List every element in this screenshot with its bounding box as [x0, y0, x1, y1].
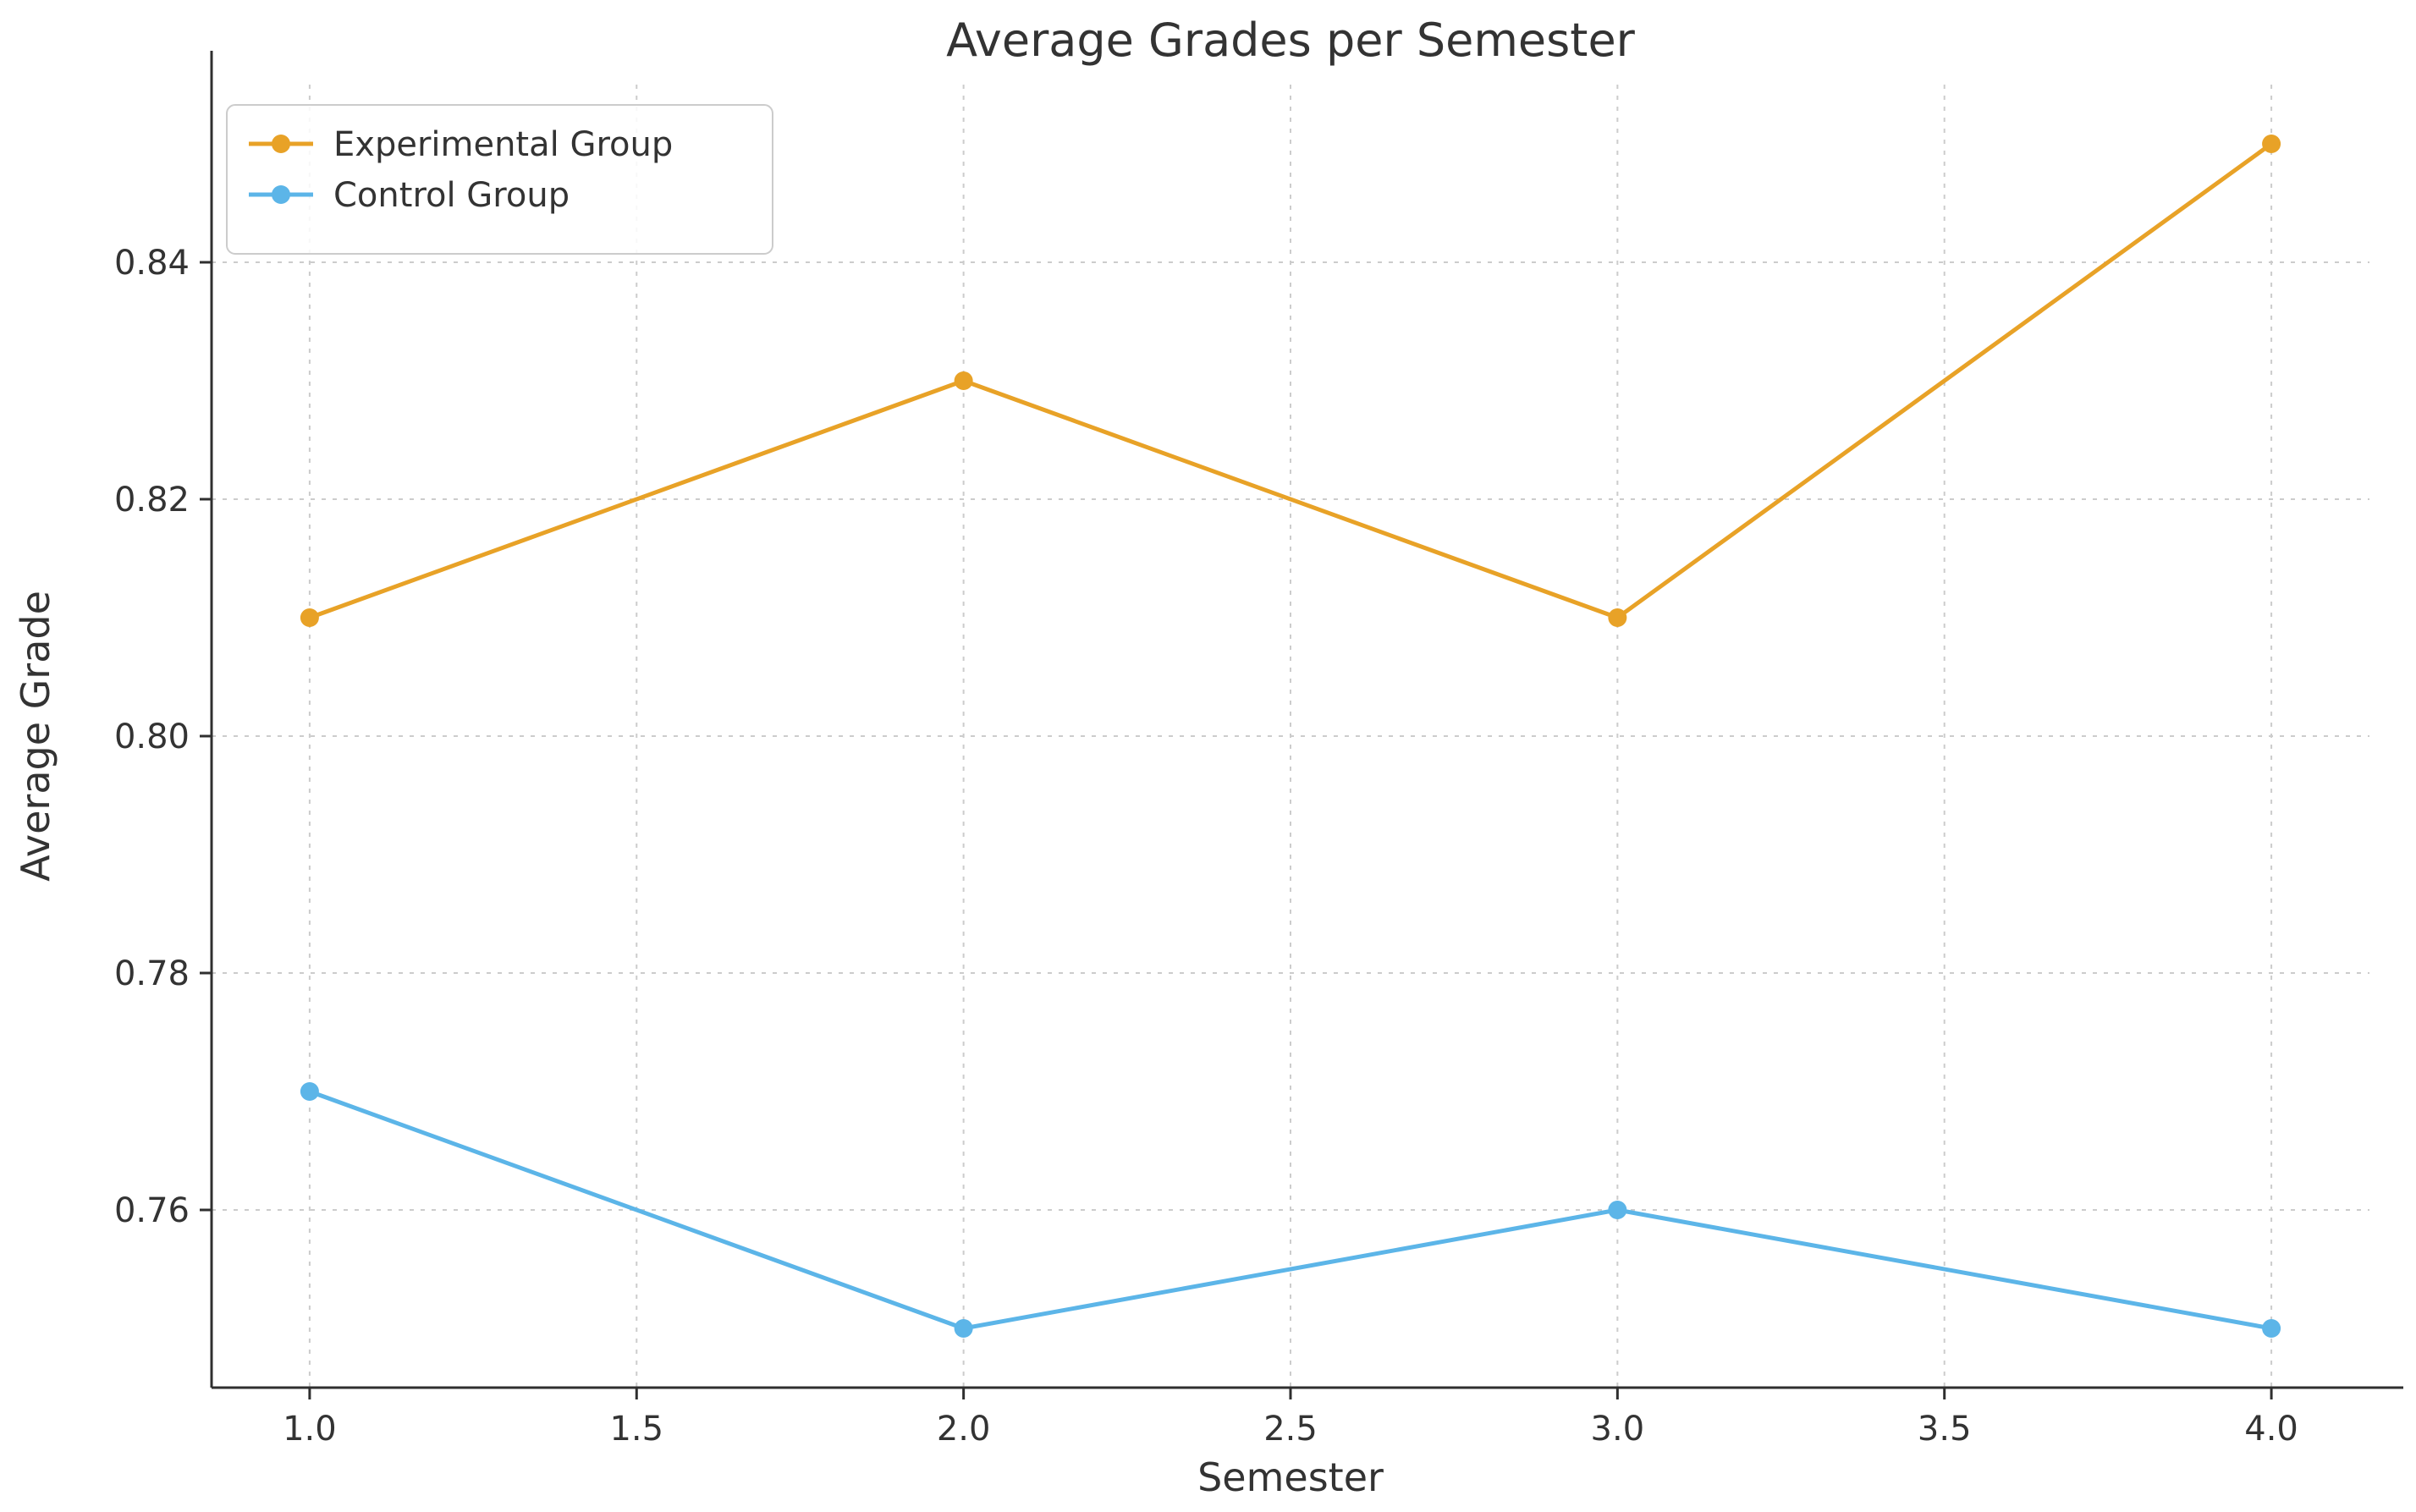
x-tick-label: 4.0	[2244, 1410, 2298, 1449]
series-line	[307, 141, 2274, 620]
y-tick-label: 0.76	[114, 1191, 190, 1230]
data-point-marker	[2262, 1319, 2281, 1338]
legend-sample-marker	[272, 135, 290, 153]
x-tick-label: 2.0	[937, 1410, 991, 1449]
x-tick-label: 3.5	[1918, 1410, 1972, 1449]
legend-label: Experimental Group	[333, 125, 673, 164]
data-point-marker	[2262, 135, 2281, 153]
x-tick-label: 1.0	[283, 1410, 337, 1449]
data-series	[300, 135, 2281, 1338]
x-axis-label: Semester	[1197, 1454, 1384, 1500]
data-point-marker	[1608, 1201, 1627, 1219]
series-line	[307, 1089, 2274, 1331]
data-point-marker	[954, 371, 973, 390]
axis-ticks: 1.0 1.5 2.0 2.5 3.0 3.5 4.0 0.76 0.78 0.80 0.82 0.8…	[114, 244, 2298, 1449]
legend-box	[226, 104, 773, 255]
data-point-marker	[1608, 608, 1627, 627]
legend-sample-marker	[272, 185, 290, 204]
y-axis-label: Average Grade	[13, 591, 58, 882]
x-tick-label: 2.5	[1263, 1410, 1318, 1449]
grid-lines	[212, 85, 2369, 1388]
axis-spines	[210, 51, 2403, 1389]
data-point-marker	[300, 608, 319, 627]
y-tick-label: 0.80	[114, 718, 190, 756]
data-point-marker	[954, 1319, 973, 1338]
y-tick-label: 0.78	[114, 954, 190, 993]
data-point-marker	[300, 1082, 319, 1101]
x-tick-label: 1.5	[609, 1410, 663, 1449]
chart-title: Average Grades per Semester	[946, 14, 1636, 67]
legend-label: Control Group	[333, 176, 570, 215]
legend: Experimental Group Control Group	[226, 104, 773, 255]
y-tick-label: 0.82	[114, 481, 190, 520]
y-tick-label: 0.84	[114, 244, 190, 283]
x-tick-label: 3.0	[1591, 1410, 1645, 1449]
